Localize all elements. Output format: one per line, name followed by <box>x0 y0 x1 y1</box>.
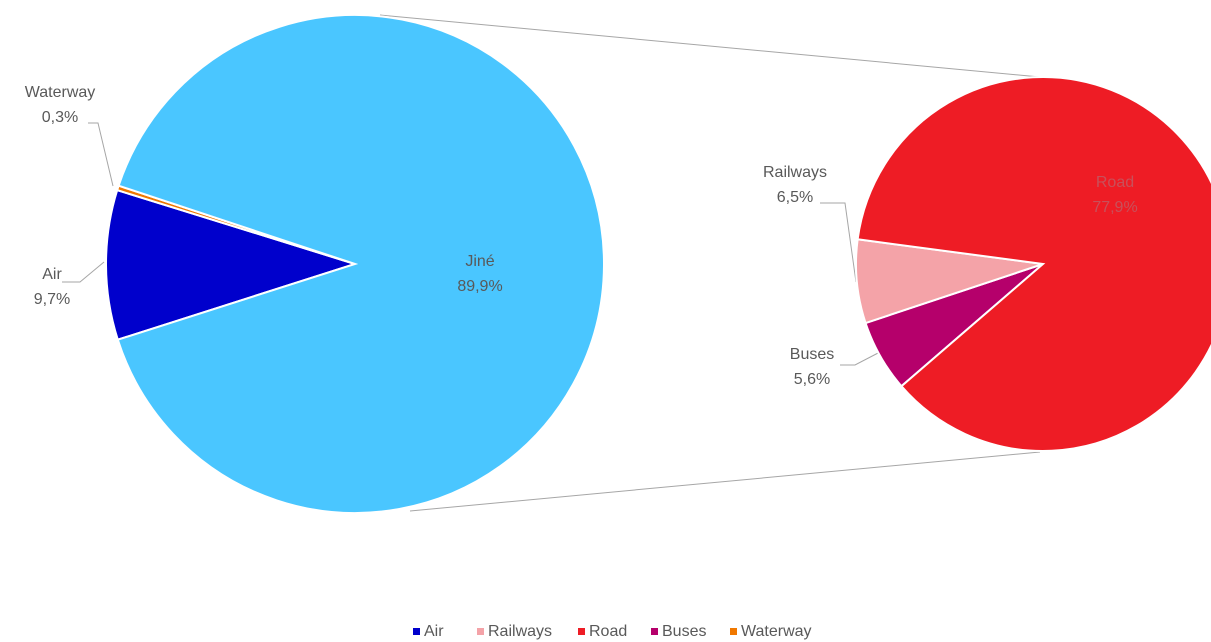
leader-line <box>88 122 114 187</box>
slice-label: Road <box>1096 174 1134 191</box>
slice-label: Buses <box>790 346 834 363</box>
pie-slice <box>116 14 605 514</box>
legend-label: Air <box>424 623 444 640</box>
pie-slice <box>856 76 1211 452</box>
slice-label: Jiné <box>465 253 494 270</box>
legend-swatch <box>413 628 420 635</box>
slice-value-label: 77,9% <box>1092 199 1137 216</box>
legend-swatch <box>651 628 658 635</box>
slice-value-label: 6,5% <box>777 189 813 206</box>
connector-line <box>379 14 1041 78</box>
legend-label: Road <box>589 623 627 640</box>
slice-value-label: 5,6% <box>794 371 830 388</box>
slice-value-label: 9,7% <box>34 291 70 308</box>
legend-swatch <box>730 628 737 635</box>
slice-label: Railways <box>763 164 827 181</box>
leader-line <box>62 261 105 283</box>
slice-label: Waterway <box>25 84 96 101</box>
legend-swatch <box>578 628 585 635</box>
slice-label: Air <box>42 266 62 283</box>
leader-line <box>820 202 857 283</box>
slice-value-label: 0,3% <box>42 109 78 126</box>
leader-line <box>840 351 881 366</box>
legend-label: Waterway <box>741 623 812 640</box>
legend-swatch <box>477 628 484 635</box>
legend-label: Railways <box>488 623 552 640</box>
pie-slice <box>105 188 359 341</box>
slice-value-label: 89,9% <box>457 278 502 295</box>
legend-label: Buses <box>662 623 706 640</box>
connector-line <box>409 451 1041 512</box>
